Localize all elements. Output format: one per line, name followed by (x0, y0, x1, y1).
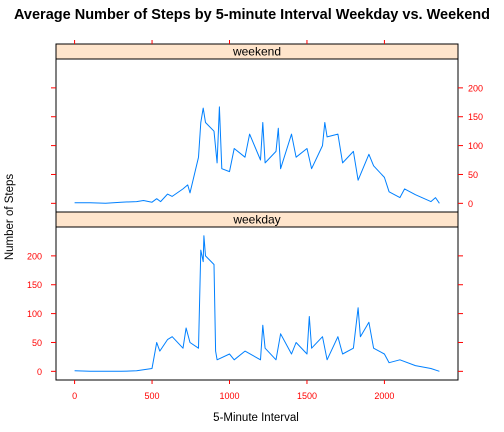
x-tick-label-2000: 2000 (374, 391, 394, 401)
series-line-weekend (74, 106, 440, 204)
panel-border-weekend (55, 58, 459, 213)
y-tick-label-weekend-100: 100 (468, 141, 483, 151)
y-tick-label-weekday-200: 200 (27, 251, 42, 261)
chart-title: Average Number of Steps by 5-minute Inte… (14, 7, 490, 23)
y-tick-label-weekend-150: 150 (468, 112, 483, 122)
y-tick-label-weekend-0: 0 (468, 199, 473, 209)
y-tick-label-weekday-0: 0 (37, 367, 42, 377)
y-tick-label-weekend-200: 200 (468, 83, 483, 93)
y-tick-label-weekday-150: 150 (27, 280, 42, 290)
series-line-weekday (74, 235, 440, 372)
y-tick-label-weekday-50: 50 (32, 338, 42, 348)
x-tick-label-1500: 1500 (297, 391, 317, 401)
panel-border-weekday (55, 226, 459, 381)
x-tick-label-1000: 1000 (219, 391, 239, 401)
x-axis-label: 5-Minute Interval (213, 412, 299, 424)
y-tick-label-weekend-50: 50 (468, 170, 478, 180)
x-tick-label-500: 500 (145, 391, 160, 401)
x-tick-label-0: 0 (72, 391, 77, 401)
strip-label-weekend: weekend (232, 45, 281, 59)
strip-label-weekday: weekday (232, 213, 280, 227)
y-axis-label: Number of Steps (4, 174, 16, 261)
y-tick-label-weekday-100: 100 (27, 309, 42, 319)
